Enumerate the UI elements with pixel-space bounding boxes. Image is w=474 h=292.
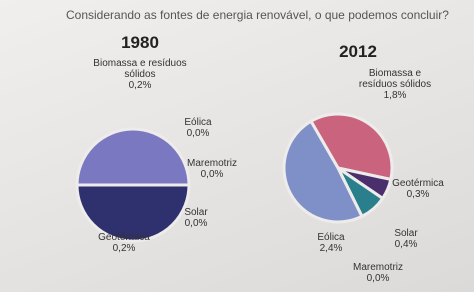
slice-label: Maremotriz [352, 262, 403, 273]
value-label: 2,4% [319, 243, 343, 254]
pie-slice [282, 119, 364, 224]
question: Considerando as fontes de energia renová… [66, 8, 449, 22]
slice-label: Geotérmica [392, 178, 444, 189]
slice-label: Eólica [317, 232, 345, 243]
chart-title: 1980 [121, 33, 159, 52]
pie-slice [75, 127, 191, 187]
value-label: 0,2% [128, 80, 152, 91]
slice-label: Solar [184, 207, 208, 218]
value-label: 0,4% [394, 239, 418, 250]
slice-label: Biomassa e resíduos sólidos [358, 68, 432, 90]
slice-label: Maremotriz [186, 158, 237, 169]
slice-label: Geotérmica [98, 232, 150, 243]
value-label: 0,3% [406, 189, 430, 200]
value-label: 0,0% [366, 273, 390, 284]
pie-slice [308, 112, 394, 182]
value-label: 0,2% [112, 243, 136, 254]
slice-label: Biomassa e resíduos sólidos [93, 58, 187, 80]
value-label: 1,8% [383, 90, 407, 101]
slice-label: Eólica [184, 117, 212, 128]
value-label: 0,0% [184, 218, 208, 229]
slice-label: Solar [394, 228, 418, 239]
value-label: 0,0% [200, 169, 224, 180]
value-label: 0,0% [186, 128, 210, 139]
chart-title: 2012 [339, 42, 377, 61]
pie-slice [75, 183, 191, 243]
